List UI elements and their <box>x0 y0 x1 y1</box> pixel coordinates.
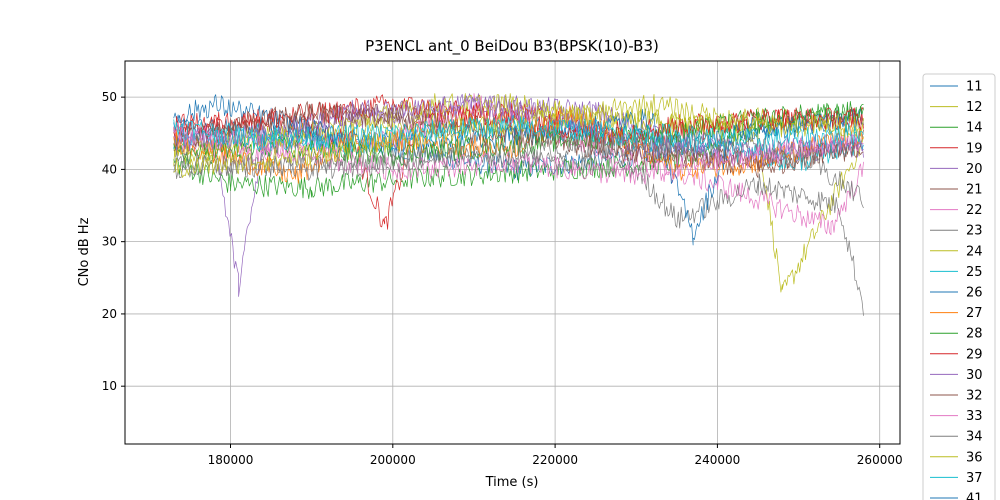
y-tick-label: 50 <box>102 90 117 104</box>
legend-entry: 28 <box>966 327 983 342</box>
y-axis-label: CNo dB Hz <box>77 217 92 286</box>
x-tick-label: 180000 <box>208 453 254 467</box>
y-tick-label: 10 <box>102 379 117 393</box>
x-tick-label: 220000 <box>532 453 578 467</box>
series-line <box>173 103 864 200</box>
legend-entry: 34 <box>966 430 983 445</box>
series-line <box>173 101 864 178</box>
legend-entry: 19 <box>966 141 983 156</box>
series-line <box>173 115 864 172</box>
series-line <box>173 122 864 185</box>
y-tick-label: 20 <box>102 307 117 321</box>
x-axis-ticks: 180000 200000 220000 240000 260000 <box>208 444 903 467</box>
series-line <box>173 143 864 316</box>
y-tick-label: 40 <box>102 162 117 176</box>
legend-entry: 26 <box>966 286 983 301</box>
legend-entry: 20 <box>966 162 983 177</box>
series-line <box>173 129 864 209</box>
y-tick-label: 30 <box>102 235 117 249</box>
axes-frame <box>124 60 901 445</box>
series-layer <box>173 93 864 316</box>
legend-entry: 33 <box>966 409 983 424</box>
legend-entry: 29 <box>966 347 983 362</box>
chart-title: P3ENCL ant_0 BeiDou B3(BPSK(10)-B3) <box>365 37 659 56</box>
y-axis-ticks: 10 20 30 40 50 <box>102 90 125 393</box>
series-line <box>173 93 864 166</box>
legend-entry: 22 <box>966 203 983 218</box>
legend-entry: 36 <box>966 450 983 465</box>
series-line <box>173 114 864 152</box>
legend: 11 12 14 19 20 21 22 23 24 25 26 27 28 29 30 32 33 34 36 37… <box>922 73 996 500</box>
series-line <box>173 101 864 172</box>
legend-entry: 30 <box>966 368 983 383</box>
legend-entry: 32 <box>966 389 983 404</box>
legend-entry: 37 <box>966 471 983 486</box>
legend-entry: 24 <box>966 244 983 259</box>
x-tick-label: 200000 <box>370 453 416 467</box>
x-axis-label: Time (s) <box>485 475 539 490</box>
legend-entry: 21 <box>966 183 983 198</box>
legend-entry: 27 <box>966 306 983 321</box>
legend-entry: 12 <box>966 100 983 115</box>
legend-entry: 11 <box>966 80 983 95</box>
series-line <box>173 94 864 246</box>
legend-entry: 25 <box>966 265 983 280</box>
legend-entry-cutoff: 41 <box>966 492 983 500</box>
x-tick-label: 260000 <box>857 453 903 467</box>
legend-box <box>922 73 996 500</box>
legend-entry: 23 <box>966 224 983 239</box>
x-tick-label: 240000 <box>695 453 741 467</box>
series-line <box>173 94 864 178</box>
series-line <box>173 94 864 145</box>
legend-entry: 14 <box>966 121 983 136</box>
